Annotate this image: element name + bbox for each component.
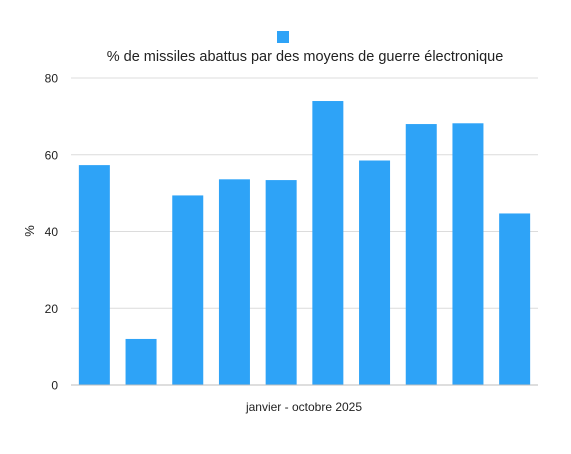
legend-swatch	[277, 31, 289, 43]
bar	[499, 213, 531, 385]
bar	[125, 338, 157, 385]
bar	[359, 160, 391, 385]
legend-label: % de missiles abattus par des moyens de …	[107, 49, 504, 65]
x-axis-label: janvier - octobre 2025	[245, 400, 362, 414]
y-tick-label: 0	[51, 379, 58, 393]
y-tick-label: 20	[45, 302, 59, 316]
legend: % de missiles abattus par des moyens de …	[107, 31, 504, 65]
y-axis-label: %	[22, 225, 37, 237]
bar	[405, 124, 437, 386]
y-tick-label: 60	[45, 148, 59, 162]
bars	[78, 101, 531, 386]
bar	[452, 123, 484, 385]
y-tick-label: 80	[45, 72, 59, 86]
y-tick-label: 40	[45, 225, 59, 239]
bar	[172, 195, 204, 385]
bar	[218, 179, 250, 385]
bar	[265, 180, 297, 385]
bar	[312, 101, 344, 386]
bar	[78, 165, 110, 385]
y-axis-ticks: 0 20 40 60 80	[45, 72, 59, 393]
